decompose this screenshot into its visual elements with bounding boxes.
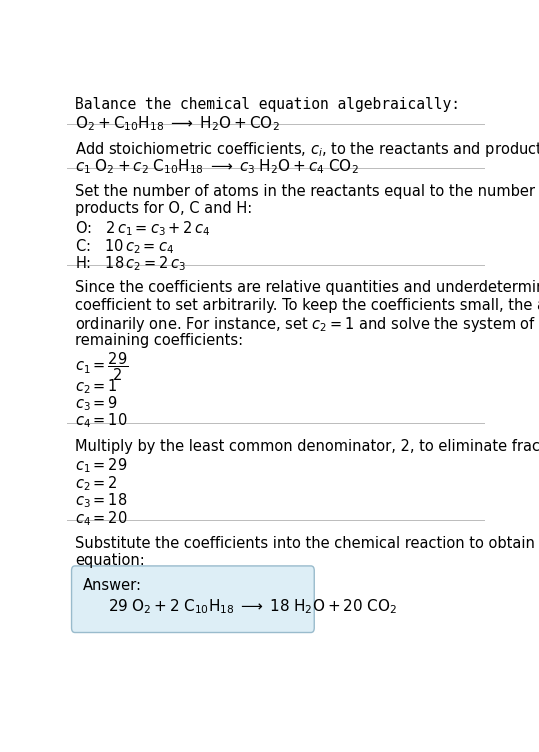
Text: $c_4 = 20$: $c_4 = 20$ xyxy=(75,509,128,528)
Text: coefficient to set arbitrarily. To keep the coefficients small, the arbitrary va: coefficient to set arbitrarily. To keep … xyxy=(75,298,539,313)
Text: Balance the chemical equation algebraically:: Balance the chemical equation algebraica… xyxy=(75,97,460,112)
Text: Multiply by the least common denominator, 2, to eliminate fractional coefficient: Multiply by the least common denominator… xyxy=(75,438,539,453)
Text: $c_1 = 29$: $c_1 = 29$ xyxy=(75,456,127,475)
Text: Add stoichiometric coefficients, $c_i$, to the reactants and products:: Add stoichiometric coefficients, $c_i$, … xyxy=(75,140,539,159)
Text: O:   $2\,c_1 = c_3 + 2\,c_4$: O: $2\,c_1 = c_3 + 2\,c_4$ xyxy=(75,220,211,238)
Text: products for O, C and H:: products for O, C and H: xyxy=(75,202,252,217)
Text: $\mathrm{O_2 + C_{10}H_{18} \;\longrightarrow\; H_2O + CO_2}$: $\mathrm{O_2 + C_{10}H_{18} \;\longright… xyxy=(75,114,280,133)
Text: $c_1 = \dfrac{29}{2}$: $c_1 = \dfrac{29}{2}$ xyxy=(75,351,128,384)
Text: $c_4 = 10$: $c_4 = 10$ xyxy=(75,411,128,430)
Text: $c_3 = 9$: $c_3 = 9$ xyxy=(75,394,118,413)
Text: $29\;\mathrm{O_2} + 2\;\mathrm{C_{10}H_{18}} \;\longrightarrow\; 18\;\mathrm{H_2: $29\;\mathrm{O_2} + 2\;\mathrm{C_{10}H_{… xyxy=(108,598,397,616)
FancyBboxPatch shape xyxy=(72,566,314,632)
Text: remaining coefficients:: remaining coefficients: xyxy=(75,332,243,347)
Text: Set the number of atoms in the reactants equal to the number of atoms in the: Set the number of atoms in the reactants… xyxy=(75,184,539,199)
Text: Answer:: Answer: xyxy=(83,578,142,593)
Text: Substitute the coefficients into the chemical reaction to obtain the balanced: Substitute the coefficients into the che… xyxy=(75,536,539,550)
Text: $c_2 = 2$: $c_2 = 2$ xyxy=(75,475,118,493)
Text: C:   $10\,c_2 = c_4$: C: $10\,c_2 = c_4$ xyxy=(75,237,174,256)
Text: $c_1\;\mathrm{O_2} + c_2\;\mathrm{C_{10}H_{18}} \;\longrightarrow\; c_3\;\mathrm: $c_1\;\mathrm{O_2} + c_2\;\mathrm{C_{10}… xyxy=(75,157,358,176)
Text: $c_2 = 1$: $c_2 = 1$ xyxy=(75,377,118,396)
Text: Since the coefficients are relative quantities and underdetermined, choose a: Since the coefficients are relative quan… xyxy=(75,280,539,296)
Text: $c_3 = 18$: $c_3 = 18$ xyxy=(75,492,127,510)
Text: H:   $18\,c_2 = 2\,c_3$: H: $18\,c_2 = 2\,c_3$ xyxy=(75,254,186,273)
Text: equation:: equation: xyxy=(75,553,144,569)
Text: ordinarily one. For instance, set $c_2 = 1$ and solve the system of equations fo: ordinarily one. For instance, set $c_2 =… xyxy=(75,315,539,334)
